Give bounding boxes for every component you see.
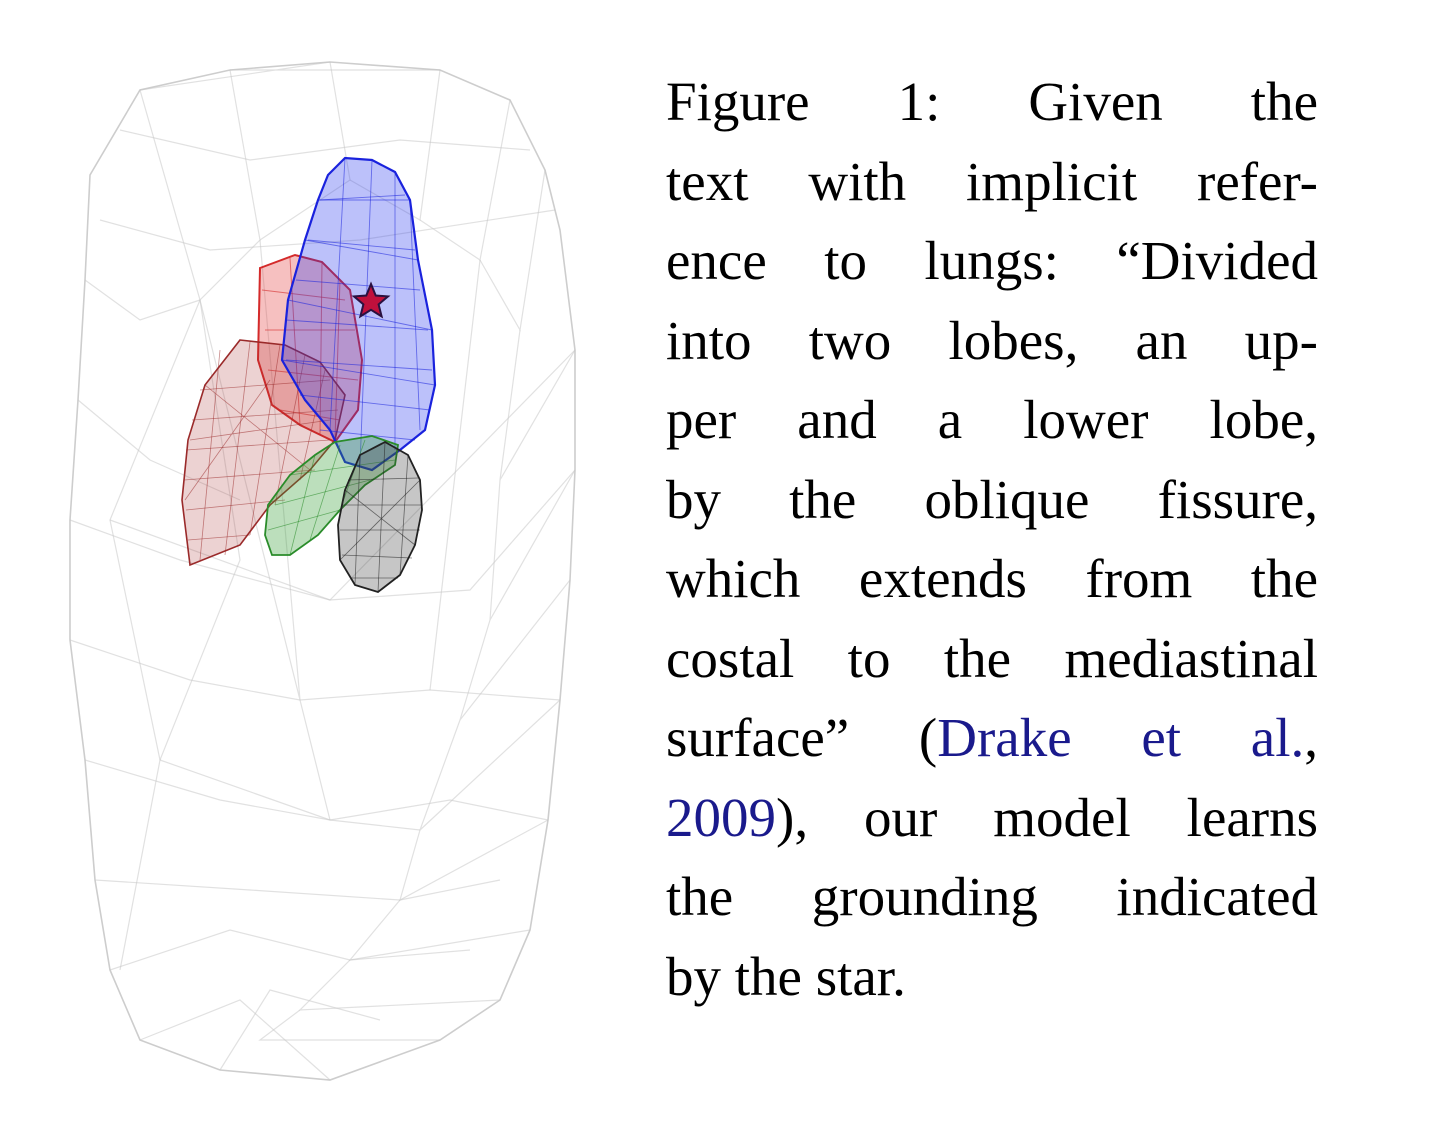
caption-text: , <box>1304 707 1318 768</box>
red-lower-lobe <box>181 339 346 567</box>
caption-line: Figure 1: Given the <box>666 71 1318 132</box>
caption-line: surface” (Drake et al., <box>666 698 1318 778</box>
anatomy-figure <box>69 61 576 1081</box>
caption-text: ), our model learns <box>776 786 1318 848</box>
caption-line: by the star. <box>666 945 906 1007</box>
red-upper-lobe <box>256 253 364 444</box>
body-wireframe <box>69 61 576 1081</box>
caption-line: ence to lungs: “Divided <box>666 230 1318 291</box>
caption-line: by the oblique fissure, <box>666 468 1318 530</box>
citation-link[interactable]: Drake et al. <box>937 707 1305 768</box>
star-icon <box>351 281 391 319</box>
caption-line: which extends from the <box>666 548 1318 609</box>
black-lobe <box>337 440 423 593</box>
caption-line: the grounding indicated <box>666 866 1318 927</box>
caption-line: 2009), our model learns <box>666 778 1318 858</box>
caption-line: per and a lower lobe, <box>666 389 1318 450</box>
caption-line: into two lobes, an up- <box>666 309 1318 371</box>
caption-line: costal to the mediastinal <box>666 627 1318 689</box>
caption-text: surface” ( <box>666 707 938 768</box>
caption-line: text with implicit refer- <box>666 150 1318 212</box>
citation-year-link[interactable]: 2009 <box>666 786 776 848</box>
figure-caption: Figure 1: Given the text with implicit r… <box>666 62 1318 1016</box>
